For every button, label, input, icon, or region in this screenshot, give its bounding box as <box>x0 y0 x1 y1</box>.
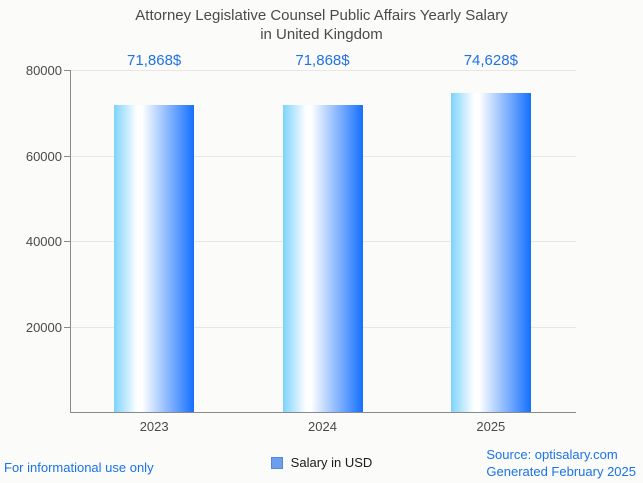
bar-2024 <box>282 104 363 412</box>
value-label-2024: 71,868$ <box>295 52 350 69</box>
bar-2025 <box>450 92 531 412</box>
y-tick-label: 20000 <box>25 319 62 335</box>
legend-label: Salary in USD <box>290 455 373 470</box>
y-axis-tick <box>64 70 70 71</box>
source-line: Source: optisalary.com <box>486 447 618 462</box>
footer-disclaimer: For informational use only <box>4 460 154 475</box>
x-tick-label-2025: 2025 <box>476 419 506 434</box>
value-label-2023: 71,868$ <box>127 52 182 69</box>
gridline <box>71 70 576 71</box>
legend-swatch-icon <box>270 456 283 469</box>
y-axis-tick <box>64 326 70 328</box>
footer-source: Source: optisalary.com Generated Februar… <box>486 447 636 481</box>
legend: Salary in USD <box>0 455 643 470</box>
generated-line: Generated February 2025 <box>486 463 636 479</box>
bar-2023 <box>114 104 195 412</box>
y-axis-tick <box>64 155 70 157</box>
y-tick-label: 60000 <box>25 148 62 164</box>
y-tick-label: 40000 <box>25 234 62 249</box>
y-axis-tick <box>64 241 70 242</box>
chart-title: Attorney Legislative Counsel Public Affa… <box>135 7 508 43</box>
x-tick-label-2024: 2024 <box>308 419 337 434</box>
y-tick-label: 80000 <box>25 63 62 78</box>
x-tick-label-2023: 2023 <box>139 419 169 434</box>
value-label-2025: 74,628$ <box>463 52 518 69</box>
